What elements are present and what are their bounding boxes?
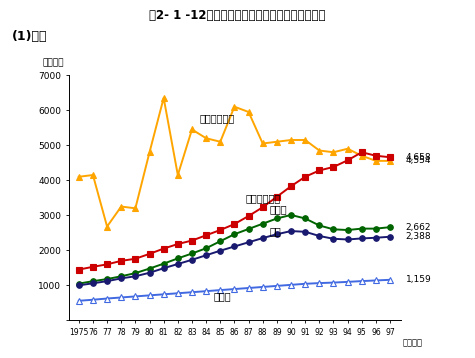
Text: 民営研究機関: 民営研究機関 [199, 113, 234, 123]
Text: 4,658: 4,658 [406, 153, 431, 162]
Text: 1,159: 1,159 [406, 275, 431, 284]
Text: 会社等: 会社等 [270, 204, 287, 214]
Text: 政府研究機関: 政府研究機関 [246, 193, 281, 203]
Text: （年度）: （年度） [403, 339, 423, 348]
Text: 全体: 全体 [270, 226, 282, 236]
Text: 2,388: 2,388 [406, 232, 431, 241]
Text: 大学等: 大学等 [213, 291, 231, 301]
Text: 2,662: 2,662 [406, 223, 431, 232]
Text: （万円）: （万円） [42, 59, 64, 68]
Text: 4,554: 4,554 [406, 156, 431, 165]
Text: 第2- 1 -12図　研究者１人当たりの研究費の推移: 第2- 1 -12図 研究者１人当たりの研究費の推移 [149, 9, 326, 22]
Text: (1)名目: (1)名目 [12, 30, 48, 43]
